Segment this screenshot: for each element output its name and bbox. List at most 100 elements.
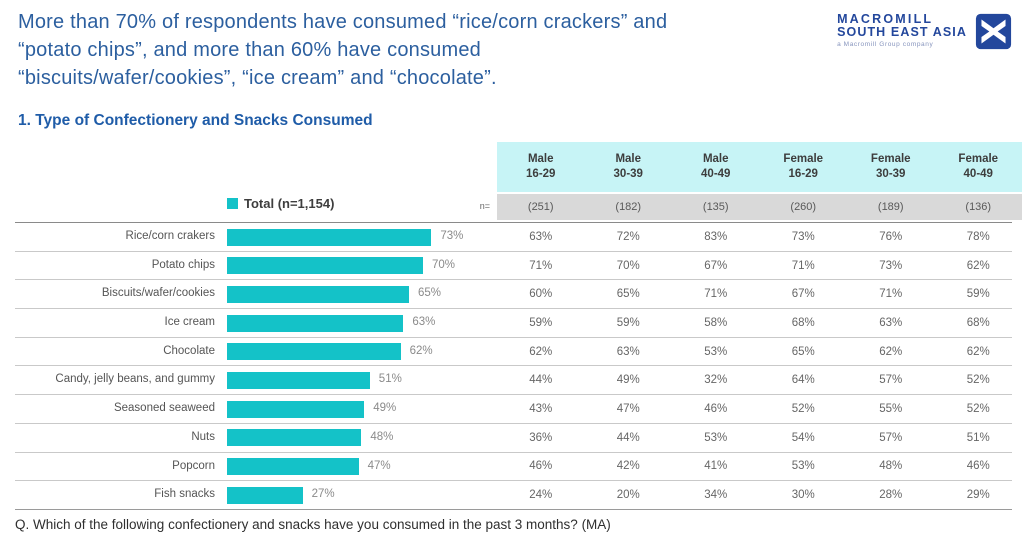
table-row-cells: 62% 63% 53% 65% 62% 62%	[497, 338, 1022, 366]
total-value-label: 51%	[378, 373, 402, 386]
column-header-group: Male	[615, 153, 642, 165]
category-label: Ice cream	[164, 316, 216, 329]
total-bar	[227, 486, 303, 504]
category-label: Biscuits/wafer/cookies	[101, 287, 215, 300]
table-row-cells: 71% 70% 67% 71% 73% 62%	[497, 252, 1022, 280]
table-cell: 20%	[616, 489, 640, 502]
table-cell: 68%	[791, 316, 815, 329]
sample-size-value: (189)	[877, 201, 904, 213]
chart-row: Candy, jelly beans, and gummy 51% 44% 49…	[15, 366, 1012, 396]
table-cell: 62%	[879, 345, 903, 358]
chart-row: Popcorn 47% 46% 42% 41% 53% 48% 46%	[15, 453, 1012, 482]
table-cell: 34%	[704, 489, 728, 502]
macromill-logo-icon	[975, 13, 1012, 50]
table-cell: 76%	[879, 230, 903, 243]
column-header: Male 40-49	[672, 142, 760, 192]
table-cell: 59%	[616, 316, 640, 329]
table-cell: 58%	[704, 316, 728, 329]
category-label: Popcorn	[172, 459, 215, 472]
sample-size-value: (260)	[790, 201, 817, 213]
table-cell: 59%	[966, 288, 990, 301]
total-bar	[227, 257, 423, 275]
table-cell: 36%	[529, 431, 553, 444]
total-value-label: 47%	[367, 459, 391, 472]
total-bar	[227, 400, 365, 418]
table-cell: 63%	[879, 316, 903, 329]
total-bar	[227, 285, 409, 303]
column-header-group: Female	[870, 153, 911, 165]
table-cell: 30%	[791, 489, 815, 502]
table-cell: 65%	[616, 288, 640, 301]
table-cell: 53%	[704, 345, 728, 358]
table-row-cells: 43% 47% 46% 52% 55% 52%	[497, 395, 1022, 423]
table-cell: 54%	[791, 431, 815, 444]
column-header: Male 30-39	[585, 142, 673, 192]
column-header: Female 30-39	[847, 142, 935, 192]
table-cell: 73%	[791, 230, 815, 243]
sample-size-value: (135)	[702, 201, 729, 213]
chart-top-divider	[15, 222, 1012, 223]
table-cell: 42%	[616, 460, 640, 473]
table-cell: 52%	[966, 402, 990, 415]
n-equals-label: n=	[479, 201, 490, 211]
question-footnote: Q. Which of the following confectionery …	[15, 517, 611, 532]
category-label: Potato chips	[151, 258, 215, 271]
legend-swatch	[227, 198, 238, 209]
total-bar	[227, 458, 359, 475]
total-value-label: 62%	[409, 344, 433, 357]
table-cell: 44%	[616, 431, 640, 444]
title-line-3: “biscuits/wafer/cookies”, “ice cream” an…	[18, 67, 497, 89]
table-cell: 47%	[616, 402, 640, 415]
column-header-age: 30-39	[613, 168, 643, 180]
column-header-group: Female	[958, 153, 999, 165]
total-bar	[227, 371, 370, 389]
total-value-label: 65%	[418, 287, 442, 300]
table-cell: 51%	[966, 431, 990, 444]
table-cell: 46%	[529, 460, 553, 473]
category-label: Rice/corn crakers	[125, 230, 215, 242]
column-header-age: 30-39	[876, 168, 906, 180]
table-cell: 41%	[704, 460, 728, 473]
table-row-cells: 36% 44% 53% 54% 57% 51%	[497, 424, 1022, 452]
title-line-1: More than 70% of respondents have consum…	[18, 11, 668, 33]
table-cell: 62%	[529, 345, 553, 358]
column-header: Female 16-29	[760, 142, 848, 192]
table-cell: 46%	[704, 402, 728, 415]
chart-row: Nuts 48% 36% 44% 53% 54% 57% 51%	[15, 424, 1012, 453]
chart-row: Biscuits/wafer/cookies 65% 60% 65% 71% 6…	[15, 280, 1012, 310]
table-cell: 71%	[529, 259, 553, 272]
table-cell: 62%	[966, 259, 990, 272]
total-bar	[227, 314, 404, 332]
table-cell: 64%	[791, 374, 815, 387]
table-row-cells: 24% 20% 34% 30% 28% 29%	[497, 481, 1022, 509]
table-cell: 65%	[791, 345, 815, 358]
chart-row: Seasoned seaweed 49% 43% 47% 46% 52% 55%…	[15, 395, 1012, 424]
table-cell: 53%	[791, 460, 815, 473]
category-label: Candy, jelly beans, and gummy	[55, 373, 215, 386]
sample-size-value: (136)	[965, 201, 992, 213]
column-header: Female 40-49	[935, 142, 1023, 192]
table-cell: 73%	[879, 259, 903, 272]
table-cell: 46%	[966, 460, 990, 473]
table-cell: 43%	[529, 402, 553, 415]
chart-row: Ice cream 63% 59% 59% 58% 68% 63% 68%	[15, 309, 1012, 338]
column-header-age: 40-49	[701, 168, 731, 180]
total-value-label: 27%	[311, 488, 335, 501]
total-bar	[227, 343, 401, 361]
total-bar	[227, 429, 362, 447]
table-cell: 71%	[879, 288, 903, 301]
legend: Total (n=1,154)	[227, 196, 334, 211]
table-cell: 59%	[529, 316, 553, 329]
table-cell: 60%	[529, 288, 553, 301]
logo-tagline: a Macromill Group company	[837, 41, 934, 48]
category-label: Chocolate	[163, 344, 215, 357]
table-cell: 52%	[966, 374, 990, 387]
table-cell: 70%	[616, 259, 640, 272]
table-cell: 28%	[879, 489, 903, 502]
page-title: More than 70% of respondents have consum…	[18, 8, 848, 92]
chart-row: Fish snacks 27% 24% 20% 34% 30% 28% 29%	[15, 481, 1012, 510]
sample-size-value: (182)	[615, 201, 642, 213]
table-cell: 57%	[879, 374, 903, 387]
chart-row: Potato chips 70% 71% 70% 67% 71% 73% 62%	[15, 252, 1012, 281]
